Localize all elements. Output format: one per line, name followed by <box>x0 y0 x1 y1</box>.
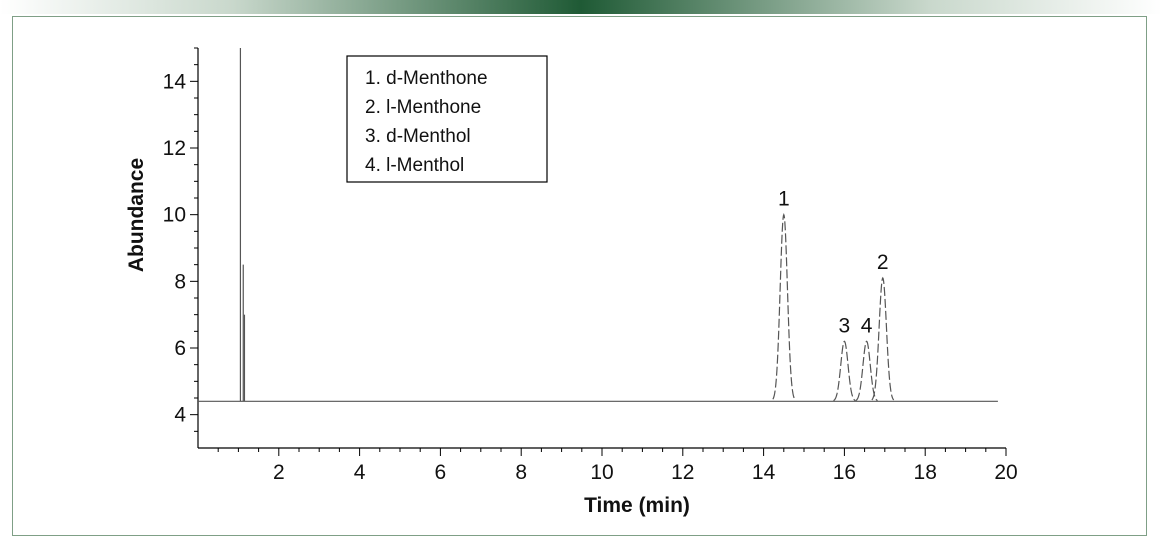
peak-labels: 1 3 4 2 <box>778 188 889 338</box>
x-tick-label: 6 <box>435 461 447 484</box>
legend-entry-1: 1. d-Menthone <box>365 68 488 89</box>
peak-label-2: 2 <box>877 251 889 274</box>
legend-entry-2: 2. l-Menthone <box>365 97 481 118</box>
x-tick-label: 18 <box>914 461 937 484</box>
header-gradient-bar <box>0 0 1162 14</box>
peak-2 <box>871 276 895 401</box>
y-axis-title: Abundance <box>125 158 148 272</box>
x-tick-label: 8 <box>515 461 527 484</box>
peak-label-1: 1 <box>778 188 790 211</box>
y-tick-label: 12 <box>163 137 186 160</box>
y-tick-label: 10 <box>163 204 186 227</box>
legend: 1. d-Menthone 2. l-Menthone 3. d-Menthol… <box>346 55 548 183</box>
peak-3 <box>833 340 856 402</box>
legend-entry-4: 4. l-Menthol <box>365 155 464 176</box>
x-axis-title: Time (min) <box>584 494 690 517</box>
y-tick-label: 14 <box>163 70 187 93</box>
peak-label-3: 3 <box>839 314 851 337</box>
legend-box <box>346 55 548 183</box>
figure-frame <box>12 16 1147 536</box>
peak-1 <box>772 213 796 400</box>
x-tick-label: 10 <box>590 461 613 484</box>
x-tick-label: 16 <box>833 461 856 484</box>
y-tick-label: 4 <box>174 404 186 427</box>
axes <box>197 48 1006 449</box>
legend-entry-3: 3. d-Menthol <box>365 126 471 147</box>
y-tick-label: 8 <box>174 270 186 293</box>
x-tick-label: 12 <box>671 461 694 484</box>
chromatogram-trace <box>198 48 998 402</box>
x-tick-label: 4 <box>354 461 366 484</box>
peak-label-4: 4 <box>861 314 873 337</box>
x-tick-label: 2 <box>273 461 285 484</box>
x-tick-label: 14 <box>752 461 776 484</box>
y-tick-label: 6 <box>174 337 186 360</box>
x-tick-label: 20 <box>994 461 1017 484</box>
